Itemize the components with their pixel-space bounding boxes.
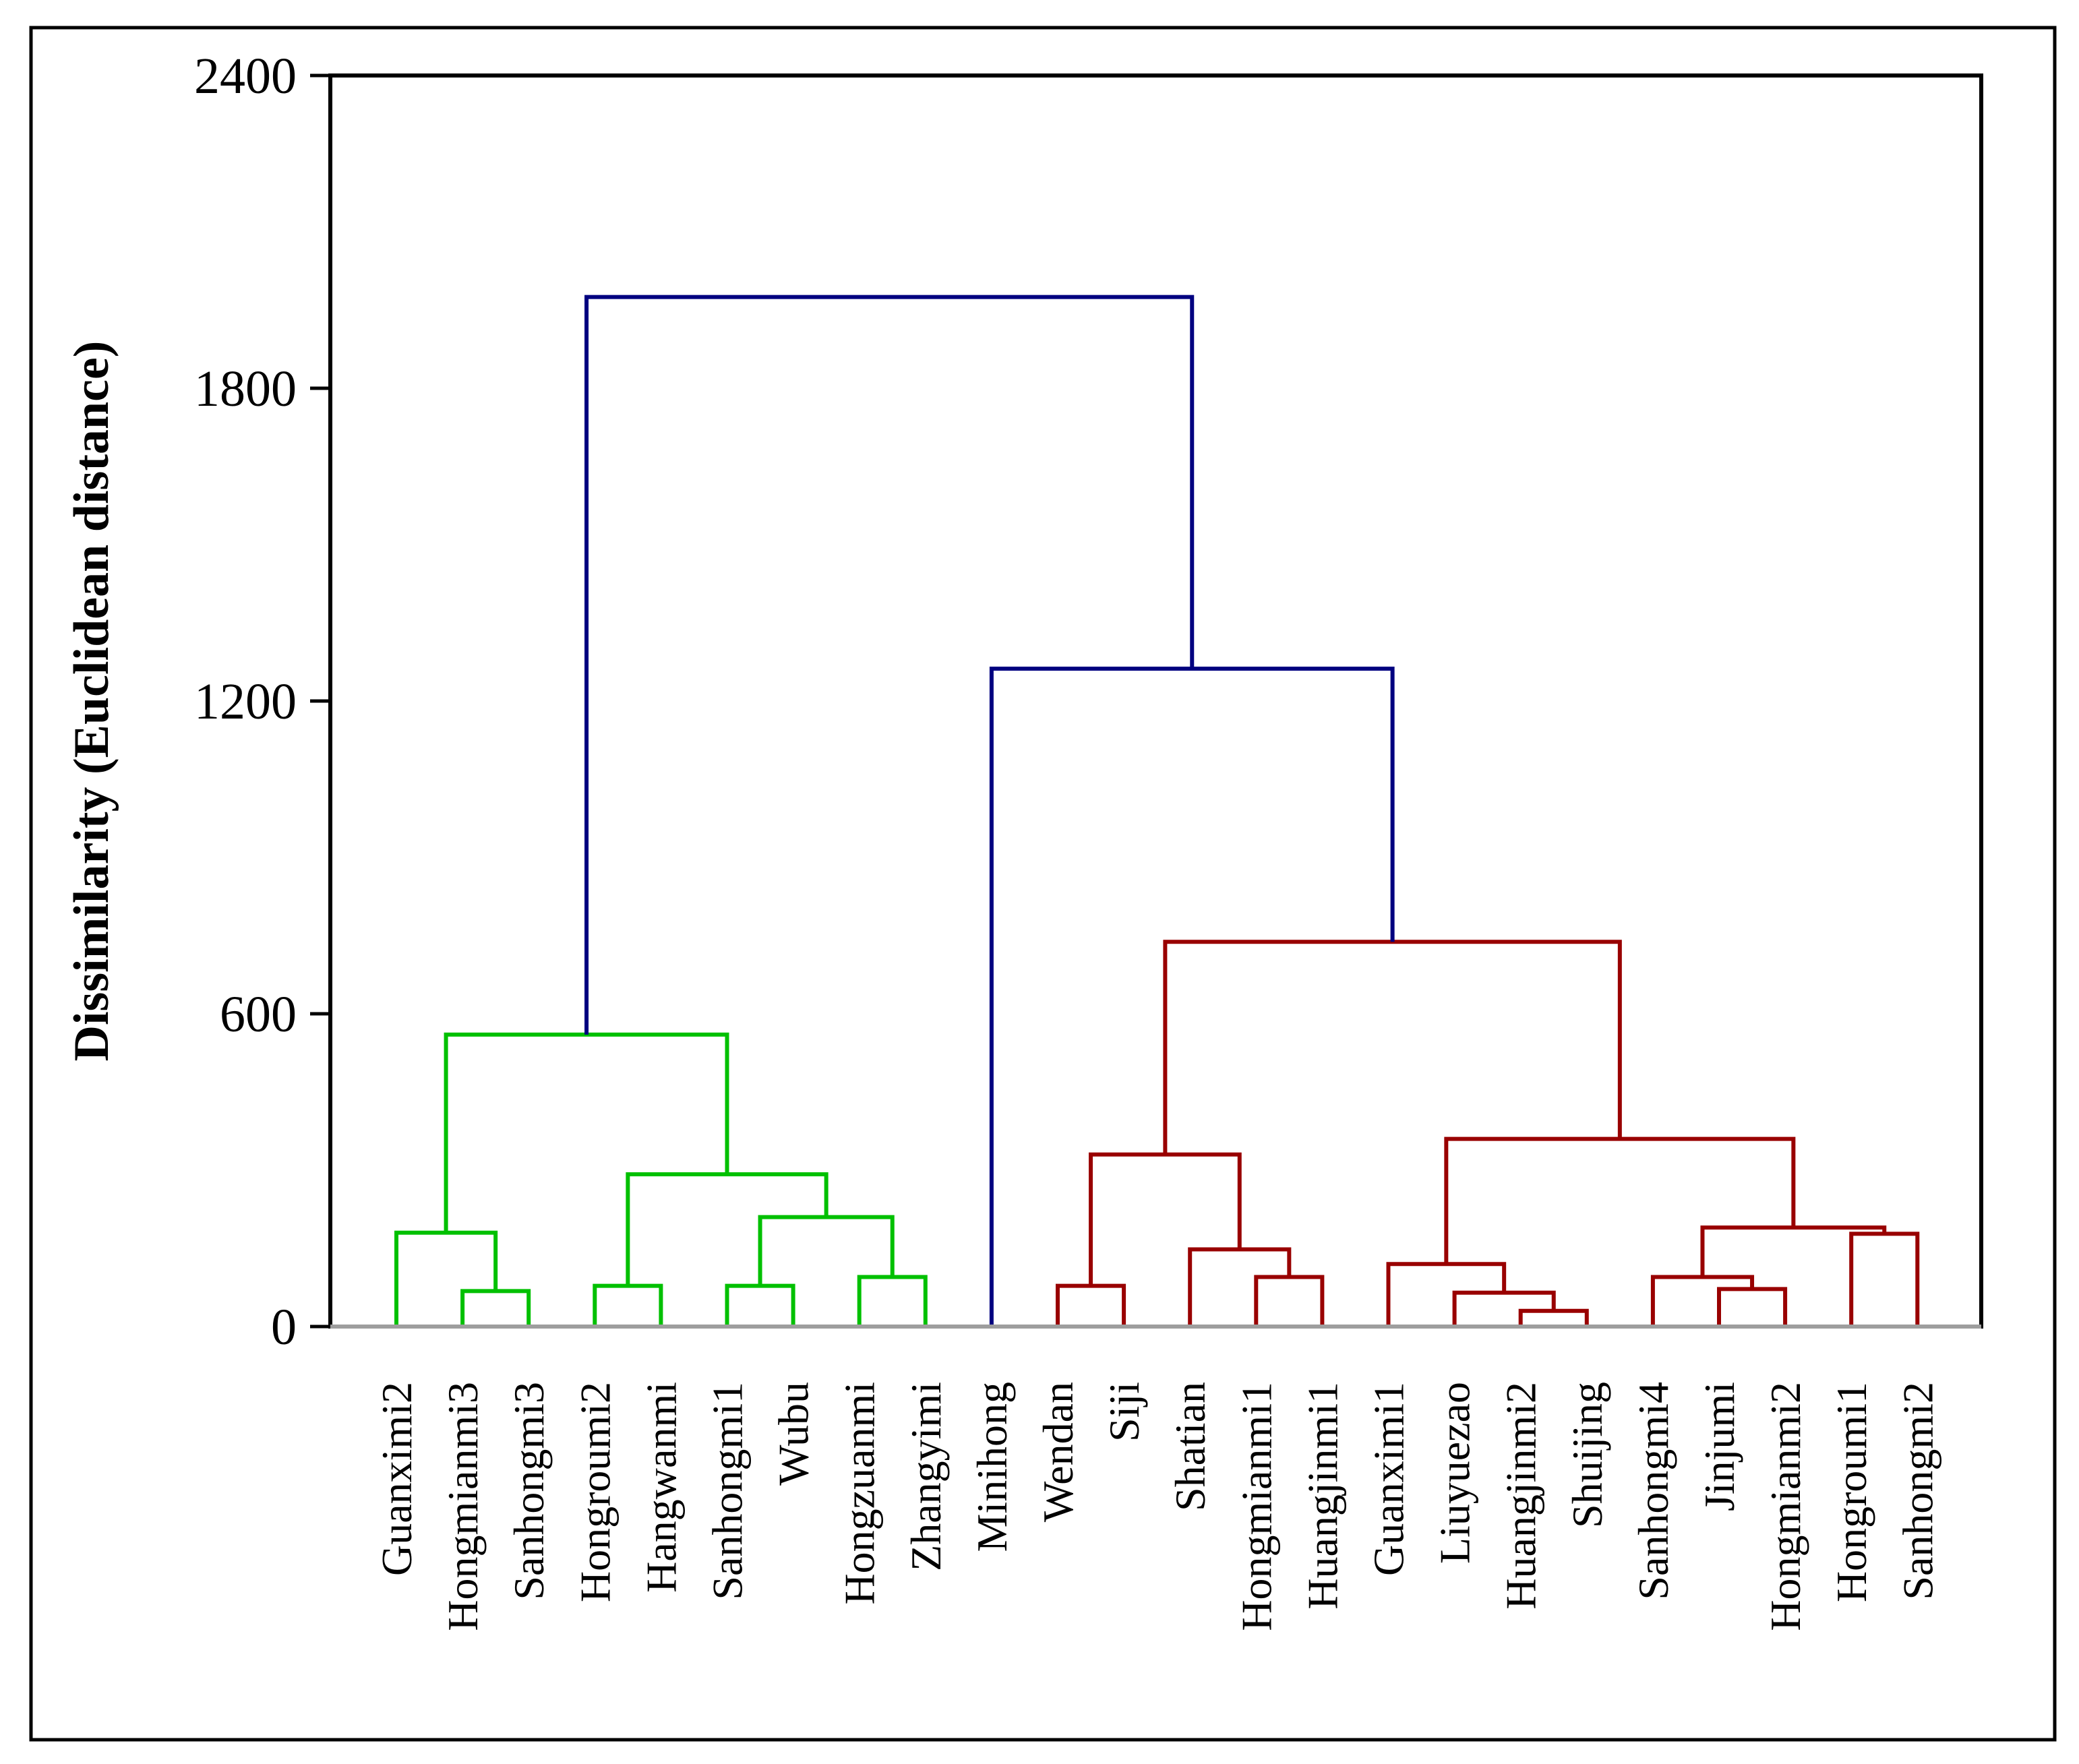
dendrogram-link-b10 [1849, 1231, 1920, 1327]
y-tick-label: 600 [220, 986, 297, 1043]
figure-border [29, 26, 2057, 1742]
dendrogram-link-b11 [1700, 1225, 1887, 1277]
leaf-label: Sanhongmi4 [1629, 1382, 1677, 1600]
leaf-label: Hongroumi1 [1828, 1382, 1875, 1602]
leaf-label: Wendan [1034, 1382, 1082, 1522]
leaf-label: Wubu [770, 1382, 818, 1486]
leaf-label: Hangwanmi [637, 1382, 685, 1593]
leaf-label: Hongmianmi1 [1232, 1382, 1280, 1631]
y-tick-label: 2400 [194, 48, 297, 104]
dendrogram-link-c2 [584, 295, 1195, 1035]
leaf-label: Liuyuezao [1431, 1382, 1479, 1564]
leaf-labels: Guanximi2 Hongmianmi3 Sanhongmi3 Hongroumi2… [373, 1382, 1941, 1631]
y-tick-label: 1800 [194, 361, 297, 417]
y-tick-label: 1200 [194, 673, 297, 730]
y-axis: 0 600 1200 1800 2400 [194, 48, 330, 1356]
y-tick-label: 0 [271, 1299, 297, 1356]
leaf-label: Guanximi2 [373, 1382, 421, 1576]
leaf-label: Jinjumi [1695, 1382, 1743, 1511]
leaf-label: Guanximi1 [1365, 1382, 1413, 1576]
leaf-label: Hongroumi2 [571, 1382, 619, 1602]
leaf-label: Hongmianmi2 [1761, 1382, 1809, 1631]
leaf-label: Shatian [1166, 1382, 1214, 1511]
leaf-label: Siji [1100, 1382, 1148, 1442]
leaf-label: Huangjinmi1 [1298, 1382, 1346, 1610]
y-axis-title: Dissimilarity (Euclidean distance) [64, 341, 119, 1062]
leaf-label: Sanhongmi2 [1894, 1382, 1941, 1600]
leaf-label: Zhangyimi [902, 1382, 950, 1571]
dendrogram-link-a7 [626, 1172, 828, 1286]
leaf-label: Sanhongmi1 [704, 1382, 752, 1600]
leaf-label: Hongmianmi3 [439, 1382, 487, 1631]
dendrogram-links [394, 295, 1920, 1327]
leaf-label: Huangjinmi2 [1497, 1382, 1545, 1610]
leaf-label: Shuijing [1563, 1382, 1611, 1528]
dendrogram-link-b3 [1188, 1247, 1292, 1327]
leaf-label: Minihong [968, 1382, 1016, 1552]
leaf-label: Hongzuanmi [836, 1382, 884, 1605]
leaf-label: Sanhongmi3 [505, 1382, 553, 1600]
